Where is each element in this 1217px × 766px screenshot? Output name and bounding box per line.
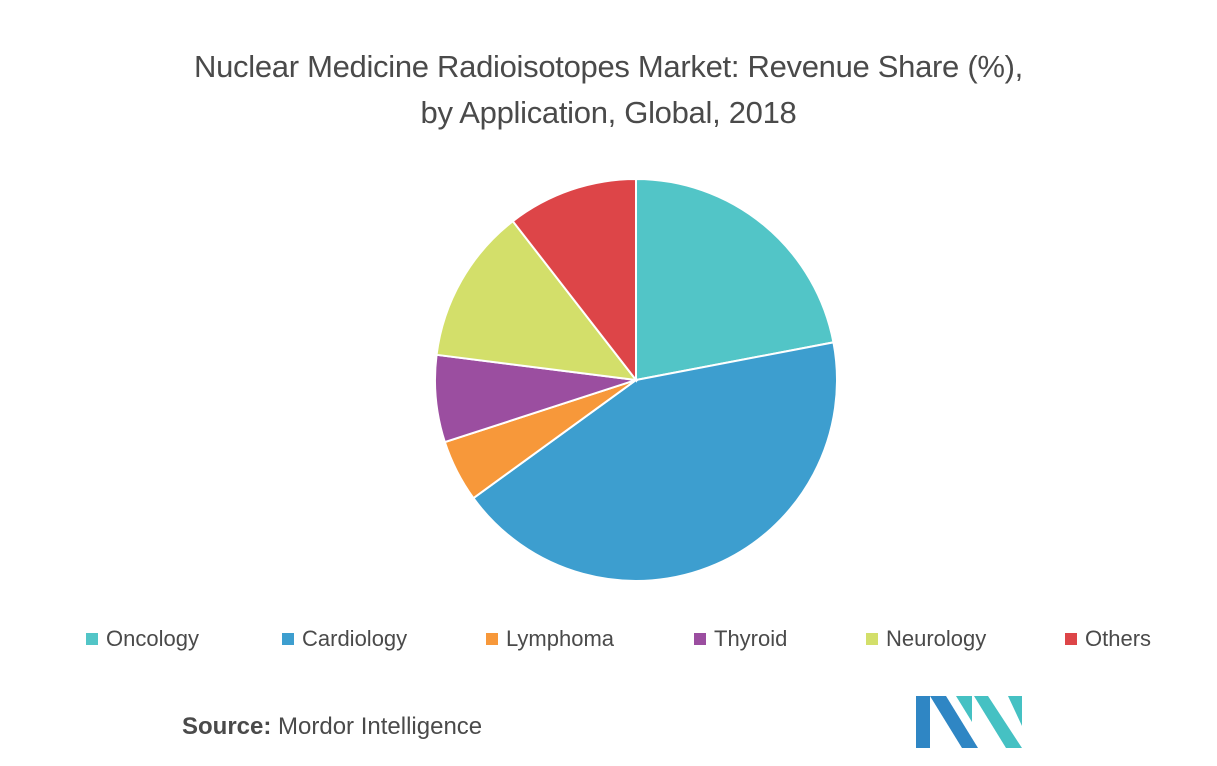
source-text: Mordor Intelligence: [278, 713, 483, 740]
legend-item-cardiology: Cardiology: [282, 626, 407, 652]
legend-swatch: [866, 633, 878, 645]
legend-item-neurology: Neurology: [866, 626, 986, 652]
legend-swatch: [486, 633, 498, 645]
source-note: Source: Mordor Intelligence: [182, 713, 482, 741]
legend-label: Neurology: [886, 626, 987, 651]
chart-legend: Oncology Cardiology Lymphoma Thyroid Neurolo…: [0, 626, 1217, 662]
legend-swatch: [694, 633, 706, 645]
legend-label: Thyroid: [714, 626, 788, 651]
legend-swatch: [86, 633, 98, 645]
legend-item-oncology: Oncology: [86, 626, 199, 652]
source-label: Source:: [182, 713, 272, 740]
legend-item-thyroid: Thyroid: [694, 626, 787, 652]
logo-shape-right-bar: [1008, 696, 1022, 726]
logo-shape-left-diagonal: [930, 696, 978, 748]
legend-swatch: [282, 633, 294, 645]
legend-swatch: [1065, 633, 1077, 645]
legend-label: Lymphoma: [506, 626, 615, 651]
pie-slice-neurology: [435, 219, 639, 382]
legend-label: Others: [1085, 626, 1152, 651]
legend-item-lymphoma: Lymphoma: [486, 626, 614, 652]
legend-label: Oncology: [106, 626, 199, 651]
legend-label: Cardiology: [302, 626, 408, 651]
logo-shape-left-bar: [916, 696, 930, 748]
pie-slice-others: [511, 177, 637, 383]
pie-slice-oncology: [635, 177, 835, 382]
pie-slice-cardiology: [471, 341, 838, 582]
logo-shape-right-diagonal: [974, 696, 1022, 748]
chart-title-block: Nuclear Medicine Radioisotopes Market: R…: [0, 44, 1217, 136]
logo-shape-middle: [956, 696, 972, 722]
chart-title: Nuclear Medicine Radioisotopes Market: R…: [194, 49, 1023, 84]
chart-subtitle: by Application, Global, 2018: [420, 95, 797, 130]
legend-item-others: Others: [1065, 626, 1151, 652]
pie-chart: [434, 177, 838, 582]
mordor-intelligence-logo-icon: [916, 696, 1022, 748]
